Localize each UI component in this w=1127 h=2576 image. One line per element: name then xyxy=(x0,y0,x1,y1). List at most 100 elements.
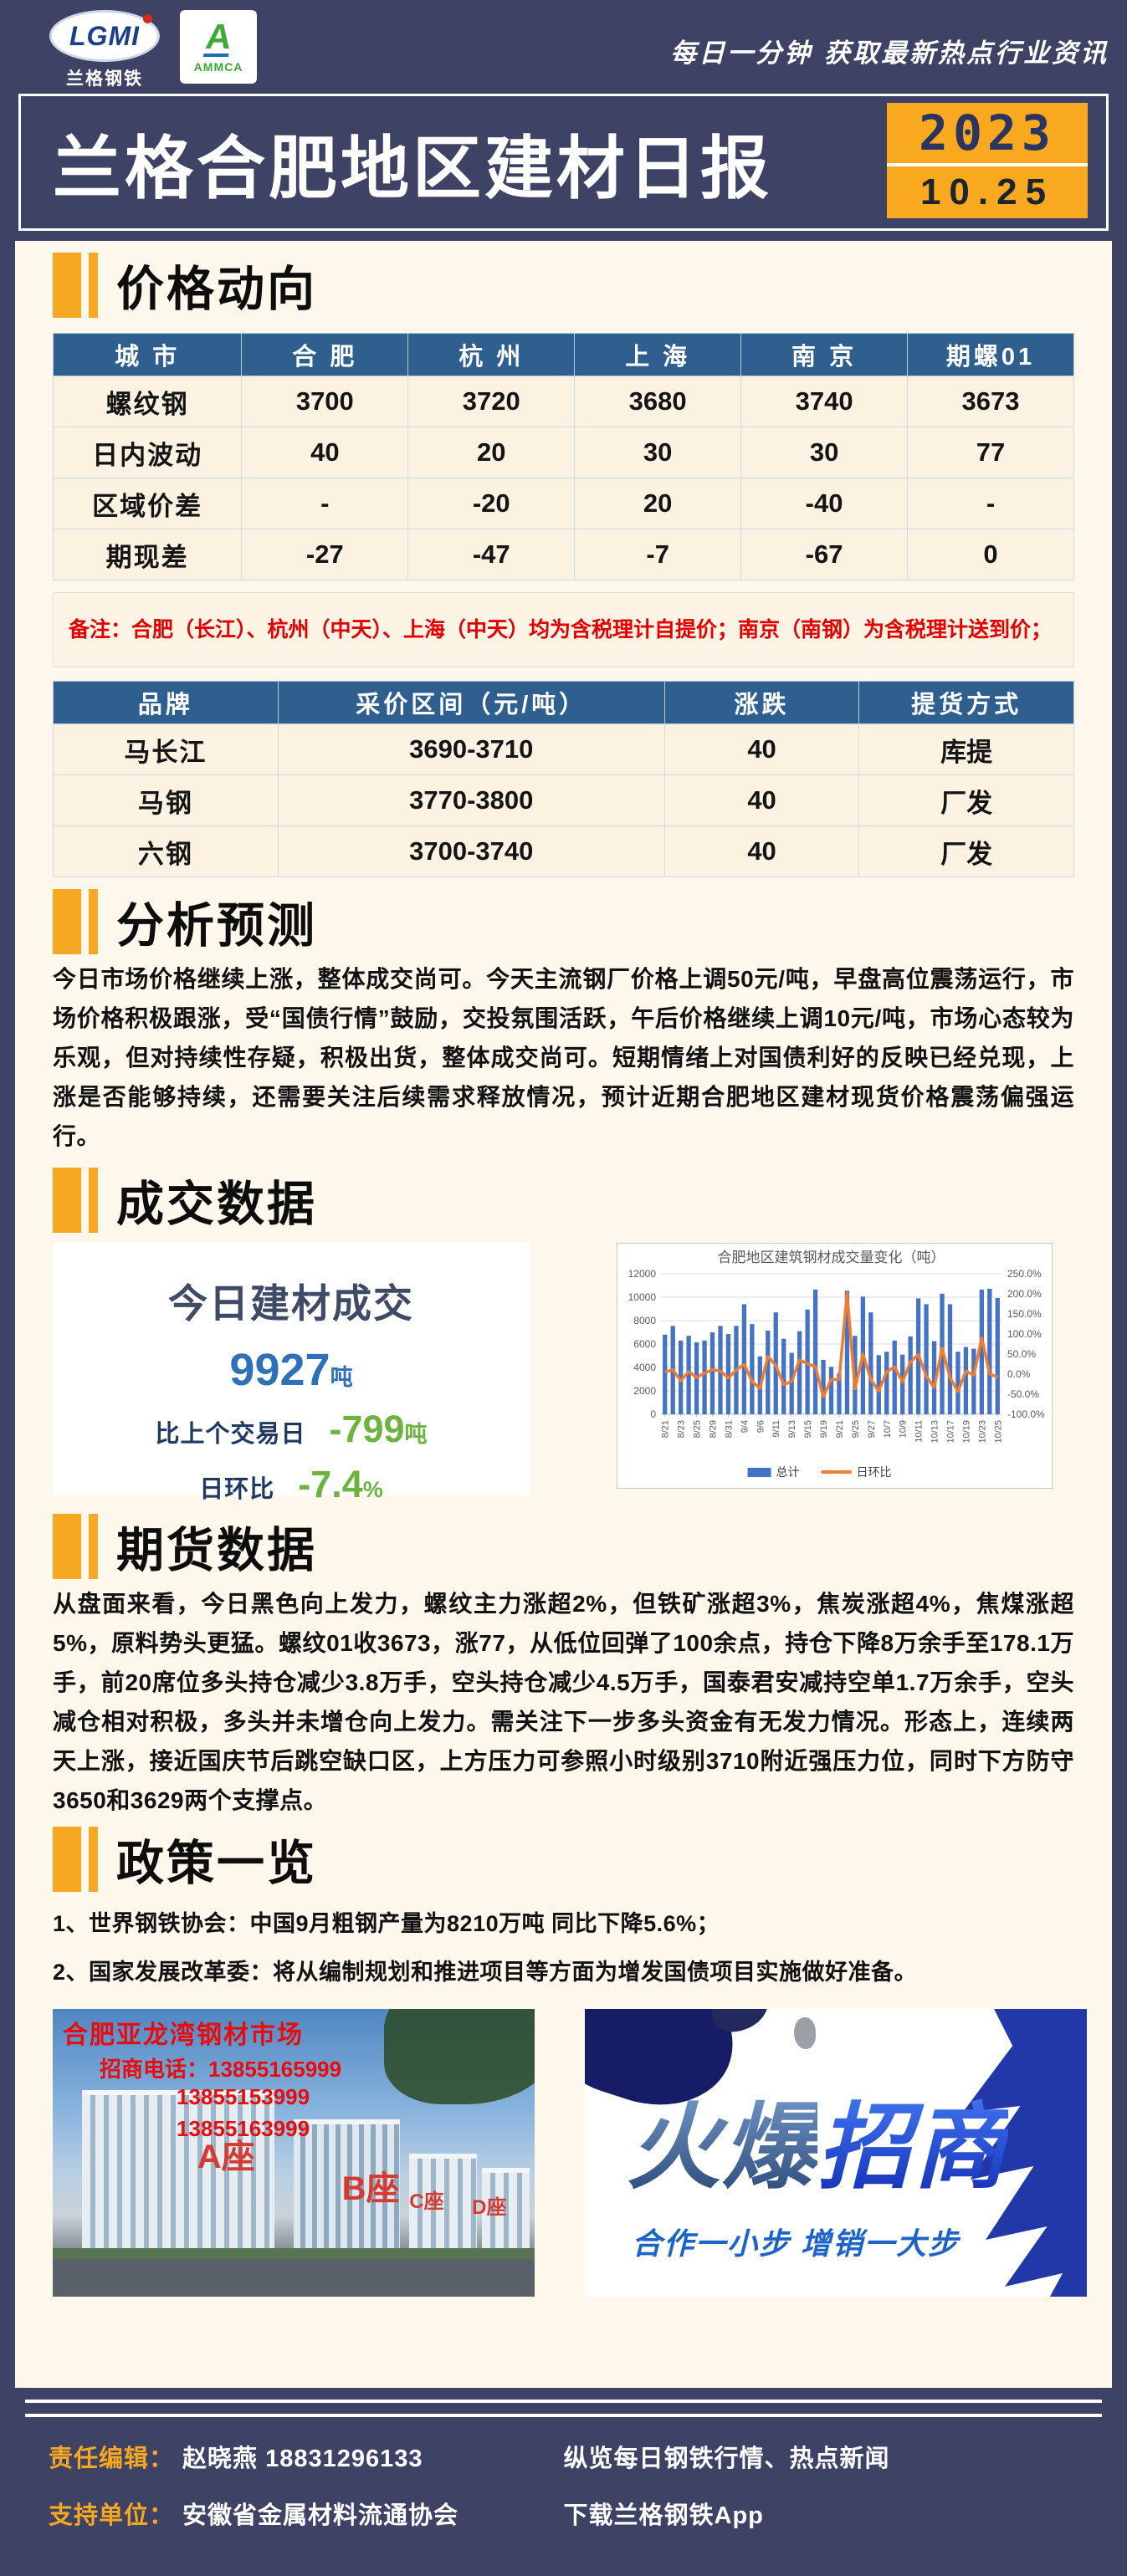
svg-text:9/6: 9/6 xyxy=(756,1420,766,1433)
table-cell: 77 xyxy=(907,427,1074,478)
svg-text:2000: 2000 xyxy=(633,1385,656,1397)
column-header: 杭 州 xyxy=(407,333,576,376)
lgmi-logo-oval: LGMI xyxy=(49,10,160,62)
support-value: 安徽省金属材料流通协会 xyxy=(182,2502,459,2529)
column-header: 上 海 xyxy=(574,333,742,376)
svg-text:10000: 10000 xyxy=(628,1291,657,1303)
orange-bar-icon xyxy=(53,1168,81,1233)
section-title: 政策一览 xyxy=(116,1837,317,1890)
svg-text:50.0%: 50.0% xyxy=(1007,1348,1036,1360)
table-cell: 3740 xyxy=(740,376,909,427)
analysis-paragraph: 今日市场价格继续上涨，整体成交尚可。今天主流钢厂价格上调50元/吨，早盘高位震荡… xyxy=(53,966,1074,1149)
ad-steel-market[interactable]: 合肥亚龙湾钢材市场 招商电话：13855165999 13855153999 1… xyxy=(53,2009,535,2297)
ad-investment[interactable]: 火爆招商 合作一小步 增销一大步 xyxy=(585,2009,1087,2297)
orange-bar-icon xyxy=(53,889,81,954)
table-cell: -27 xyxy=(241,529,409,580)
svg-text:8/25: 8/25 xyxy=(693,1420,703,1438)
column-header: 城 市 xyxy=(52,333,243,376)
ad-subtitle: 合作一小步 增销一大步 xyxy=(632,2226,961,2261)
footer-promo-2[interactable]: 下载兰格钢铁App xyxy=(563,2502,764,2529)
price-table: 城 市合 肥杭 州上 海南 京期螺01 螺纹钢 3700 3720 3680 3740 36… xyxy=(52,333,1074,580)
date-year: 2023 xyxy=(887,103,1088,166)
orange-bar-icon xyxy=(53,253,81,318)
table-row: 马长江 3690-3710 40 库提 xyxy=(53,723,1074,775)
deal-diff-unit: 吨 xyxy=(404,1422,428,1447)
table-row: 马钢 3770-3800 40 厂发 xyxy=(53,774,1074,826)
deal-ratio-value: -7.4 xyxy=(298,1463,363,1505)
building-label-text: D座 xyxy=(472,2195,507,2219)
svg-text:12000: 12000 xyxy=(628,1268,657,1280)
table-row: 期现差 -27 -47 -7 -67 0 xyxy=(52,529,1074,580)
footer-right: 纵览每日钢铁行情、热点新闻 下载兰格钢铁App xyxy=(564,2417,1079,2531)
title-box: 兰格合肥地区建材日报 2023 10.25 xyxy=(18,94,1109,231)
table-cell: 3700 xyxy=(241,376,409,427)
footer: 责任编辑： 赵晓燕 18831296133 支持单位： 安徽省金属材料流通协会 纵览… xyxy=(0,2388,1127,2576)
ad-phone-0: 13855165999 xyxy=(208,2057,342,2082)
table-cell: 3770-3800 xyxy=(277,774,665,826)
svg-text:10/7: 10/7 xyxy=(883,1420,893,1438)
ad-phone-2: 13855163999 xyxy=(177,2116,310,2141)
table-cell: 40 xyxy=(663,774,860,826)
ad-word-2: 招商 xyxy=(817,2095,1008,2200)
deal-ratio-unit: % xyxy=(362,1477,383,1502)
lgmi-logo-text: LGMI xyxy=(69,20,140,51)
lgmi-logo-subtext: 兰格钢铁 xyxy=(66,69,143,89)
orange-bar-thin-icon xyxy=(89,1514,98,1579)
svg-text:10/25: 10/25 xyxy=(993,1420,1003,1444)
building-label-text: A座 xyxy=(197,2139,255,2176)
footer-support-row: 支持单位： 安徽省金属材料流通协会 xyxy=(49,2496,564,2531)
building-c xyxy=(409,2153,477,2257)
svg-text:合肥地区建筑钢材成交量变化（吨）: 合肥地区建筑钢材成交量变化（吨） xyxy=(718,1250,945,1265)
table-row: 螺纹钢 3700 3720 3680 3740 3673 xyxy=(52,376,1074,427)
column-header: 采价区间（元/吨） xyxy=(277,681,665,724)
ad-phone-1: 13855153999 xyxy=(177,2084,310,2109)
section-title: 分析预测 xyxy=(116,899,317,953)
footer-grid: 责任编辑： 赵晓燕 18831296133 支持单位： 安徽省金属材料流通协会 纵览… xyxy=(0,2417,1127,2531)
grass-strip xyxy=(53,2247,535,2260)
today-deal-card: 今日建材成交 9927吨 比上个交易日 -799 吨 日环比 -7.4% xyxy=(53,1243,530,1505)
section-heading-analysis: 分析预测 xyxy=(53,889,1074,954)
row-label: 区域价差 xyxy=(52,478,243,529)
svg-text:4000: 4000 xyxy=(633,1362,656,1373)
table-row: 日内波动 40 20 30 30 77 xyxy=(52,427,1074,478)
date-day: 10.25 xyxy=(920,171,1055,212)
table-cell: 3680 xyxy=(574,376,742,427)
svg-text:100.0%: 100.0% xyxy=(1007,1328,1042,1340)
lgmi-logo: LGMI 兰格钢铁 xyxy=(46,10,163,90)
building-b xyxy=(294,2119,400,2257)
table-cell: -47 xyxy=(407,529,576,580)
table-cell: -40 xyxy=(740,478,909,529)
deal-row: 今日建材成交 9927吨 比上个交易日 -799 吨 日环比 -7.4% 合肥地区… xyxy=(53,1243,1074,1505)
price-note: 备注：合肥（长江）、杭州（中天）、上海（中天）均为含税理计自提价；南京（南钢）为… xyxy=(53,592,1074,667)
table-cell: 40 xyxy=(663,723,860,775)
orange-bar-icon xyxy=(53,1514,81,1579)
svg-text:日环比: 日环比 xyxy=(857,1465,892,1479)
table-cell: 厂发 xyxy=(858,774,1074,826)
svg-text:10/11: 10/11 xyxy=(914,1420,925,1443)
table-cell: 30 xyxy=(740,427,909,478)
title-bar: 兰格合肥地区建材日报 2023 10.25 xyxy=(0,94,1127,241)
volume-chart-svg: 合肥地区建筑钢材成交量变化（吨） 0 2000 4000 6000 8000 10000 12… xyxy=(628,1250,1045,1479)
column-header: 南 京 xyxy=(740,333,909,376)
footer-divider xyxy=(25,2400,1102,2417)
footer-left: 责任编辑： 赵晓燕 18831296133 支持单位： 安徽省金属材料流通协会 xyxy=(49,2417,564,2531)
table-cell: 库提 xyxy=(858,723,1074,775)
section-title: 期货数据 xyxy=(116,1524,317,1577)
policy-item: 1、世界钢铁协会：中国9月粗钢产量为8210万吨 同比下降5.6%； xyxy=(53,1911,720,1936)
section-heading-policy: 政策一览 xyxy=(53,1827,1074,1892)
svg-text:10/17: 10/17 xyxy=(945,1420,955,1444)
row-label: 螺纹钢 xyxy=(52,376,243,427)
volume-chart: 合肥地区建筑钢材成交量变化（吨） 0 2000 4000 6000 8000 10000 12… xyxy=(617,1243,1053,1489)
svg-text:0: 0 xyxy=(650,1408,656,1420)
lgmi-logo-dot-icon xyxy=(143,14,152,23)
svg-text:8000: 8000 xyxy=(633,1315,656,1326)
svg-text:-100.0%: -100.0% xyxy=(1007,1408,1045,1420)
building-d xyxy=(481,2168,530,2257)
column-header: 期螺01 xyxy=(907,333,1074,376)
building-label-text: C座 xyxy=(409,2190,444,2213)
svg-text:9/27: 9/27 xyxy=(867,1420,877,1438)
table-cell: 厂发 xyxy=(858,825,1074,877)
svg-text:8/23: 8/23 xyxy=(677,1420,687,1438)
column-header: 品牌 xyxy=(53,681,279,724)
svg-text:9/4: 9/4 xyxy=(740,1420,750,1433)
